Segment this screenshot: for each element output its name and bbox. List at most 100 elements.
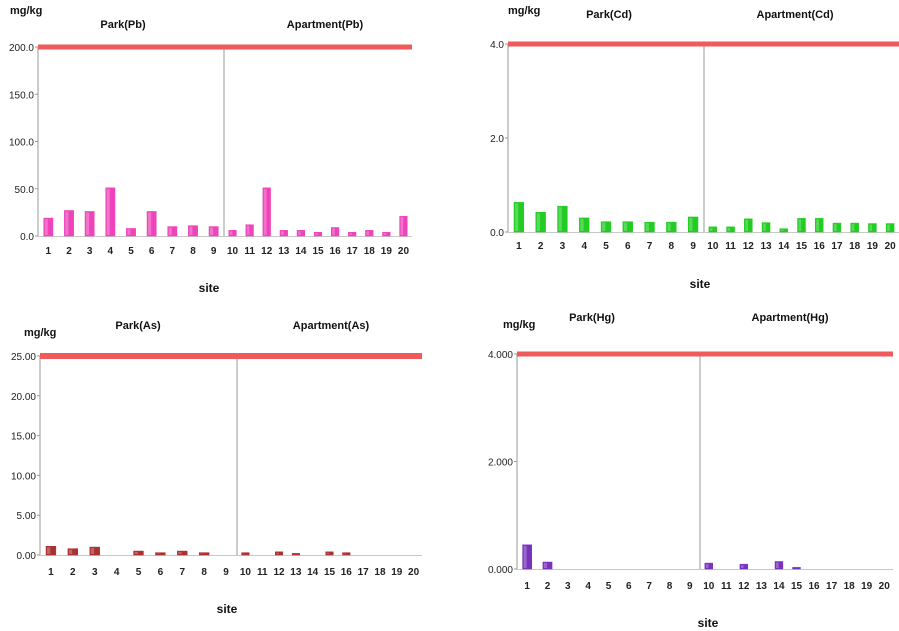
- bar-highlight: [349, 233, 352, 235]
- bar-highlight: [276, 552, 279, 554]
- bar-highlight: [229, 231, 233, 235]
- x-axis-label: site: [217, 602, 238, 616]
- bar-site-2: [64, 210, 74, 237]
- bar-highlight: [851, 224, 855, 231]
- bar-highlight: [383, 233, 387, 235]
- x-tick-label: 9: [687, 581, 693, 592]
- x-tick-label: 3: [87, 246, 93, 257]
- x-tick-label: 12: [738, 581, 750, 592]
- bar-site-10: [704, 562, 713, 570]
- bar-highlight: [745, 219, 748, 231]
- park-group-title: Park(Hg): [569, 312, 615, 324]
- y-unit-label: mg/kg: [24, 327, 56, 339]
- x-tick-label: 12: [743, 241, 755, 252]
- x-tick-label: 17: [358, 567, 370, 578]
- x-tick-label: 5: [606, 581, 612, 592]
- bar-site-16: [330, 227, 340, 237]
- x-tick-label: 2: [538, 241, 544, 252]
- y-tick-label: 20.00: [11, 392, 36, 403]
- park-group-title: Park(Cd): [586, 9, 632, 21]
- bar-highlight: [602, 222, 606, 231]
- x-tick-label: 4: [585, 581, 591, 592]
- bar-site-3: [89, 546, 100, 556]
- x-tick-label: 11: [257, 567, 268, 578]
- x-tick-label: 4: [581, 241, 587, 252]
- bar-highlight: [178, 552, 182, 554]
- y-tick-label: 15.00: [11, 432, 36, 443]
- x-tick-label: 11: [725, 241, 736, 252]
- bar-site-8: [666, 221, 677, 233]
- x-tick-label: 10: [240, 567, 252, 578]
- bar-site-8: [188, 225, 198, 237]
- bar-highlight: [709, 227, 713, 231]
- bar-site-14: [296, 230, 306, 237]
- bar-site-13: [761, 222, 771, 233]
- y-tick-label: 150.0: [9, 90, 34, 101]
- bar-site-18: [365, 230, 374, 237]
- y-tick-label: 0.0: [20, 232, 34, 243]
- x-tick-label: 16: [814, 241, 826, 252]
- bar-highlight: [833, 224, 837, 231]
- bar-site-5: [133, 550, 144, 556]
- bar-site-15: [797, 218, 806, 233]
- x-tick-label: 9: [223, 567, 229, 578]
- bar-highlight: [727, 227, 731, 231]
- x-tick-label: 3: [565, 581, 571, 592]
- bar-site-7: [177, 550, 188, 556]
- x-tick-label: 19: [861, 581, 873, 592]
- bar-highlight: [869, 224, 873, 231]
- x-tick-label: 13: [760, 241, 772, 252]
- x-tick-label: 12: [273, 567, 285, 578]
- bar-highlight: [134, 552, 138, 554]
- x-tick-label: 15: [312, 246, 324, 257]
- bar-site-10: [708, 226, 718, 233]
- bar-site-5: [126, 228, 136, 237]
- park-group-title: Park(Pb): [100, 19, 146, 31]
- x-tick-label: 19: [391, 567, 403, 578]
- x-tick-label: 11: [244, 246, 255, 257]
- bar-highlight: [536, 213, 541, 231]
- x-tick-label: 3: [92, 567, 98, 578]
- bar-site-13: [291, 553, 300, 556]
- bar-highlight: [298, 231, 301, 235]
- x-tick-label: 9: [690, 241, 696, 252]
- x-tick-label: 13: [290, 567, 302, 578]
- bar-highlight: [645, 223, 649, 231]
- bar-site-20: [399, 215, 408, 237]
- x-axis-label: site: [698, 616, 719, 630]
- x-tick-label: 1: [524, 581, 530, 592]
- x-tick-label: 18: [364, 246, 376, 257]
- x-tick-label: 8: [667, 581, 673, 592]
- y-unit-label: mg/kg: [10, 5, 42, 17]
- x-axis-label: site: [199, 281, 220, 295]
- bar-site-15: [313, 231, 323, 237]
- bar-highlight: [326, 552, 330, 554]
- bar-highlight: [400, 217, 404, 235]
- x-tick-label: 19: [381, 246, 393, 257]
- x-tick-label: 2: [70, 567, 76, 578]
- x-tick-label: 12: [261, 246, 273, 257]
- bar-site-10: [228, 230, 237, 237]
- bar-highlight: [763, 223, 766, 231]
- x-tick-label: 16: [341, 567, 353, 578]
- apartment-group-title: Apartment(Hg): [752, 312, 829, 324]
- x-tick-label: 1: [46, 246, 52, 257]
- x-tick-label: 20: [885, 241, 897, 252]
- apartment-group-title: Apartment(Pb): [287, 19, 364, 31]
- bar-highlight: [65, 211, 69, 235]
- bar-site-12: [275, 551, 284, 556]
- bar-site-6: [622, 221, 633, 233]
- bar-highlight: [189, 226, 193, 235]
- bar-site-19: [382, 231, 391, 237]
- bar-highlight: [816, 219, 819, 231]
- apartment-group-title: Apartment(As): [293, 320, 370, 332]
- x-tick-label: 7: [170, 246, 176, 257]
- x-tick-label: 14: [295, 246, 307, 257]
- bar-site-1: [513, 202, 525, 233]
- y-tick-label: 0.00: [17, 551, 37, 562]
- bar-highlight: [780, 229, 784, 231]
- x-tick-label: 20: [408, 567, 420, 578]
- x-tick-label: 10: [707, 241, 719, 252]
- chart-panel-2: 0.02.04.01 2 3 4 5 6 7 8 9 10 11 12 13 14 15 16 17 18 19 20…: [490, 5, 899, 291]
